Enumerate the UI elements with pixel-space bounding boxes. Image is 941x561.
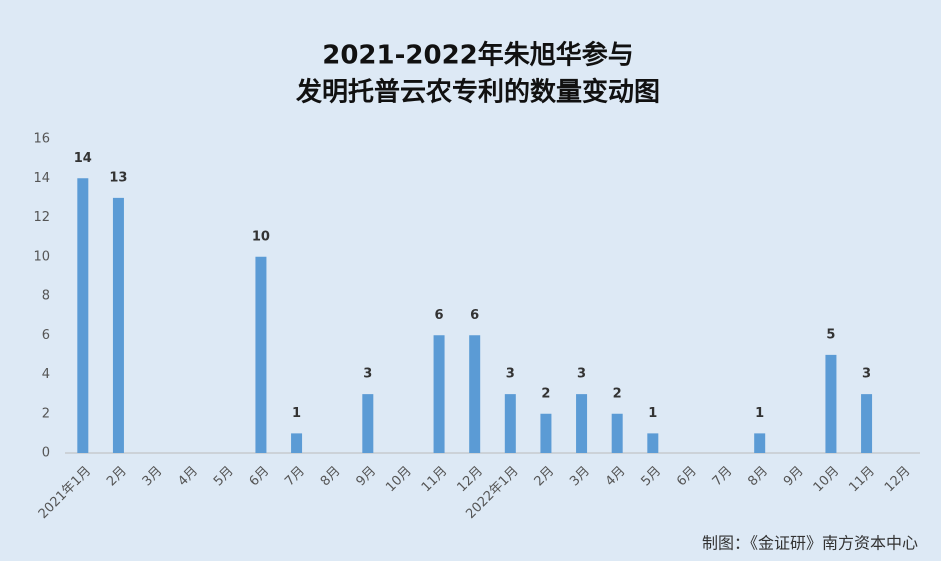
y-tick-label: 2 xyxy=(42,406,50,421)
data-label: 14 xyxy=(74,151,92,166)
y-tick-label: 8 xyxy=(42,289,50,304)
y-tick-label: 6 xyxy=(42,328,50,343)
bar xyxy=(77,178,89,453)
data-label: 10 xyxy=(252,229,270,244)
source-note: 制图：《金证研》南方资本中心 xyxy=(702,534,918,553)
bar xyxy=(112,197,124,453)
chart-title: 发明托普云农专利的数量变动图 xyxy=(295,77,660,108)
data-label: 3 xyxy=(577,367,586,382)
data-label: 1 xyxy=(648,406,657,421)
y-tick-label: 10 xyxy=(33,249,50,264)
bar xyxy=(540,413,552,453)
bar xyxy=(291,433,303,453)
data-label: 13 xyxy=(109,170,127,185)
data-label: 2 xyxy=(541,386,550,401)
chart-title: 2021-2022年朱旭华参与 xyxy=(322,40,634,71)
bar xyxy=(825,354,837,453)
y-tick-label: 4 xyxy=(42,367,50,382)
y-tick-label: 14 xyxy=(33,171,50,186)
bar xyxy=(611,413,623,453)
data-label: 5 xyxy=(826,327,835,342)
bar xyxy=(433,335,445,453)
bar xyxy=(754,433,766,453)
data-label: 6 xyxy=(470,308,479,323)
bar xyxy=(362,394,374,453)
data-label: 1 xyxy=(292,406,301,421)
bar xyxy=(576,394,588,453)
bar xyxy=(647,433,659,453)
data-label: 3 xyxy=(506,367,515,382)
bar xyxy=(504,394,516,453)
bar xyxy=(469,335,481,453)
data-label: 3 xyxy=(862,367,871,382)
data-label: 6 xyxy=(435,308,444,323)
y-tick-label: 16 xyxy=(33,132,50,147)
y-tick-label: 0 xyxy=(42,446,50,461)
data-label: 3 xyxy=(363,367,372,382)
data-label: 1 xyxy=(755,406,764,421)
bar xyxy=(255,256,267,453)
data-label: 2 xyxy=(613,386,622,401)
bar xyxy=(861,394,873,453)
y-tick-label: 12 xyxy=(33,210,50,225)
